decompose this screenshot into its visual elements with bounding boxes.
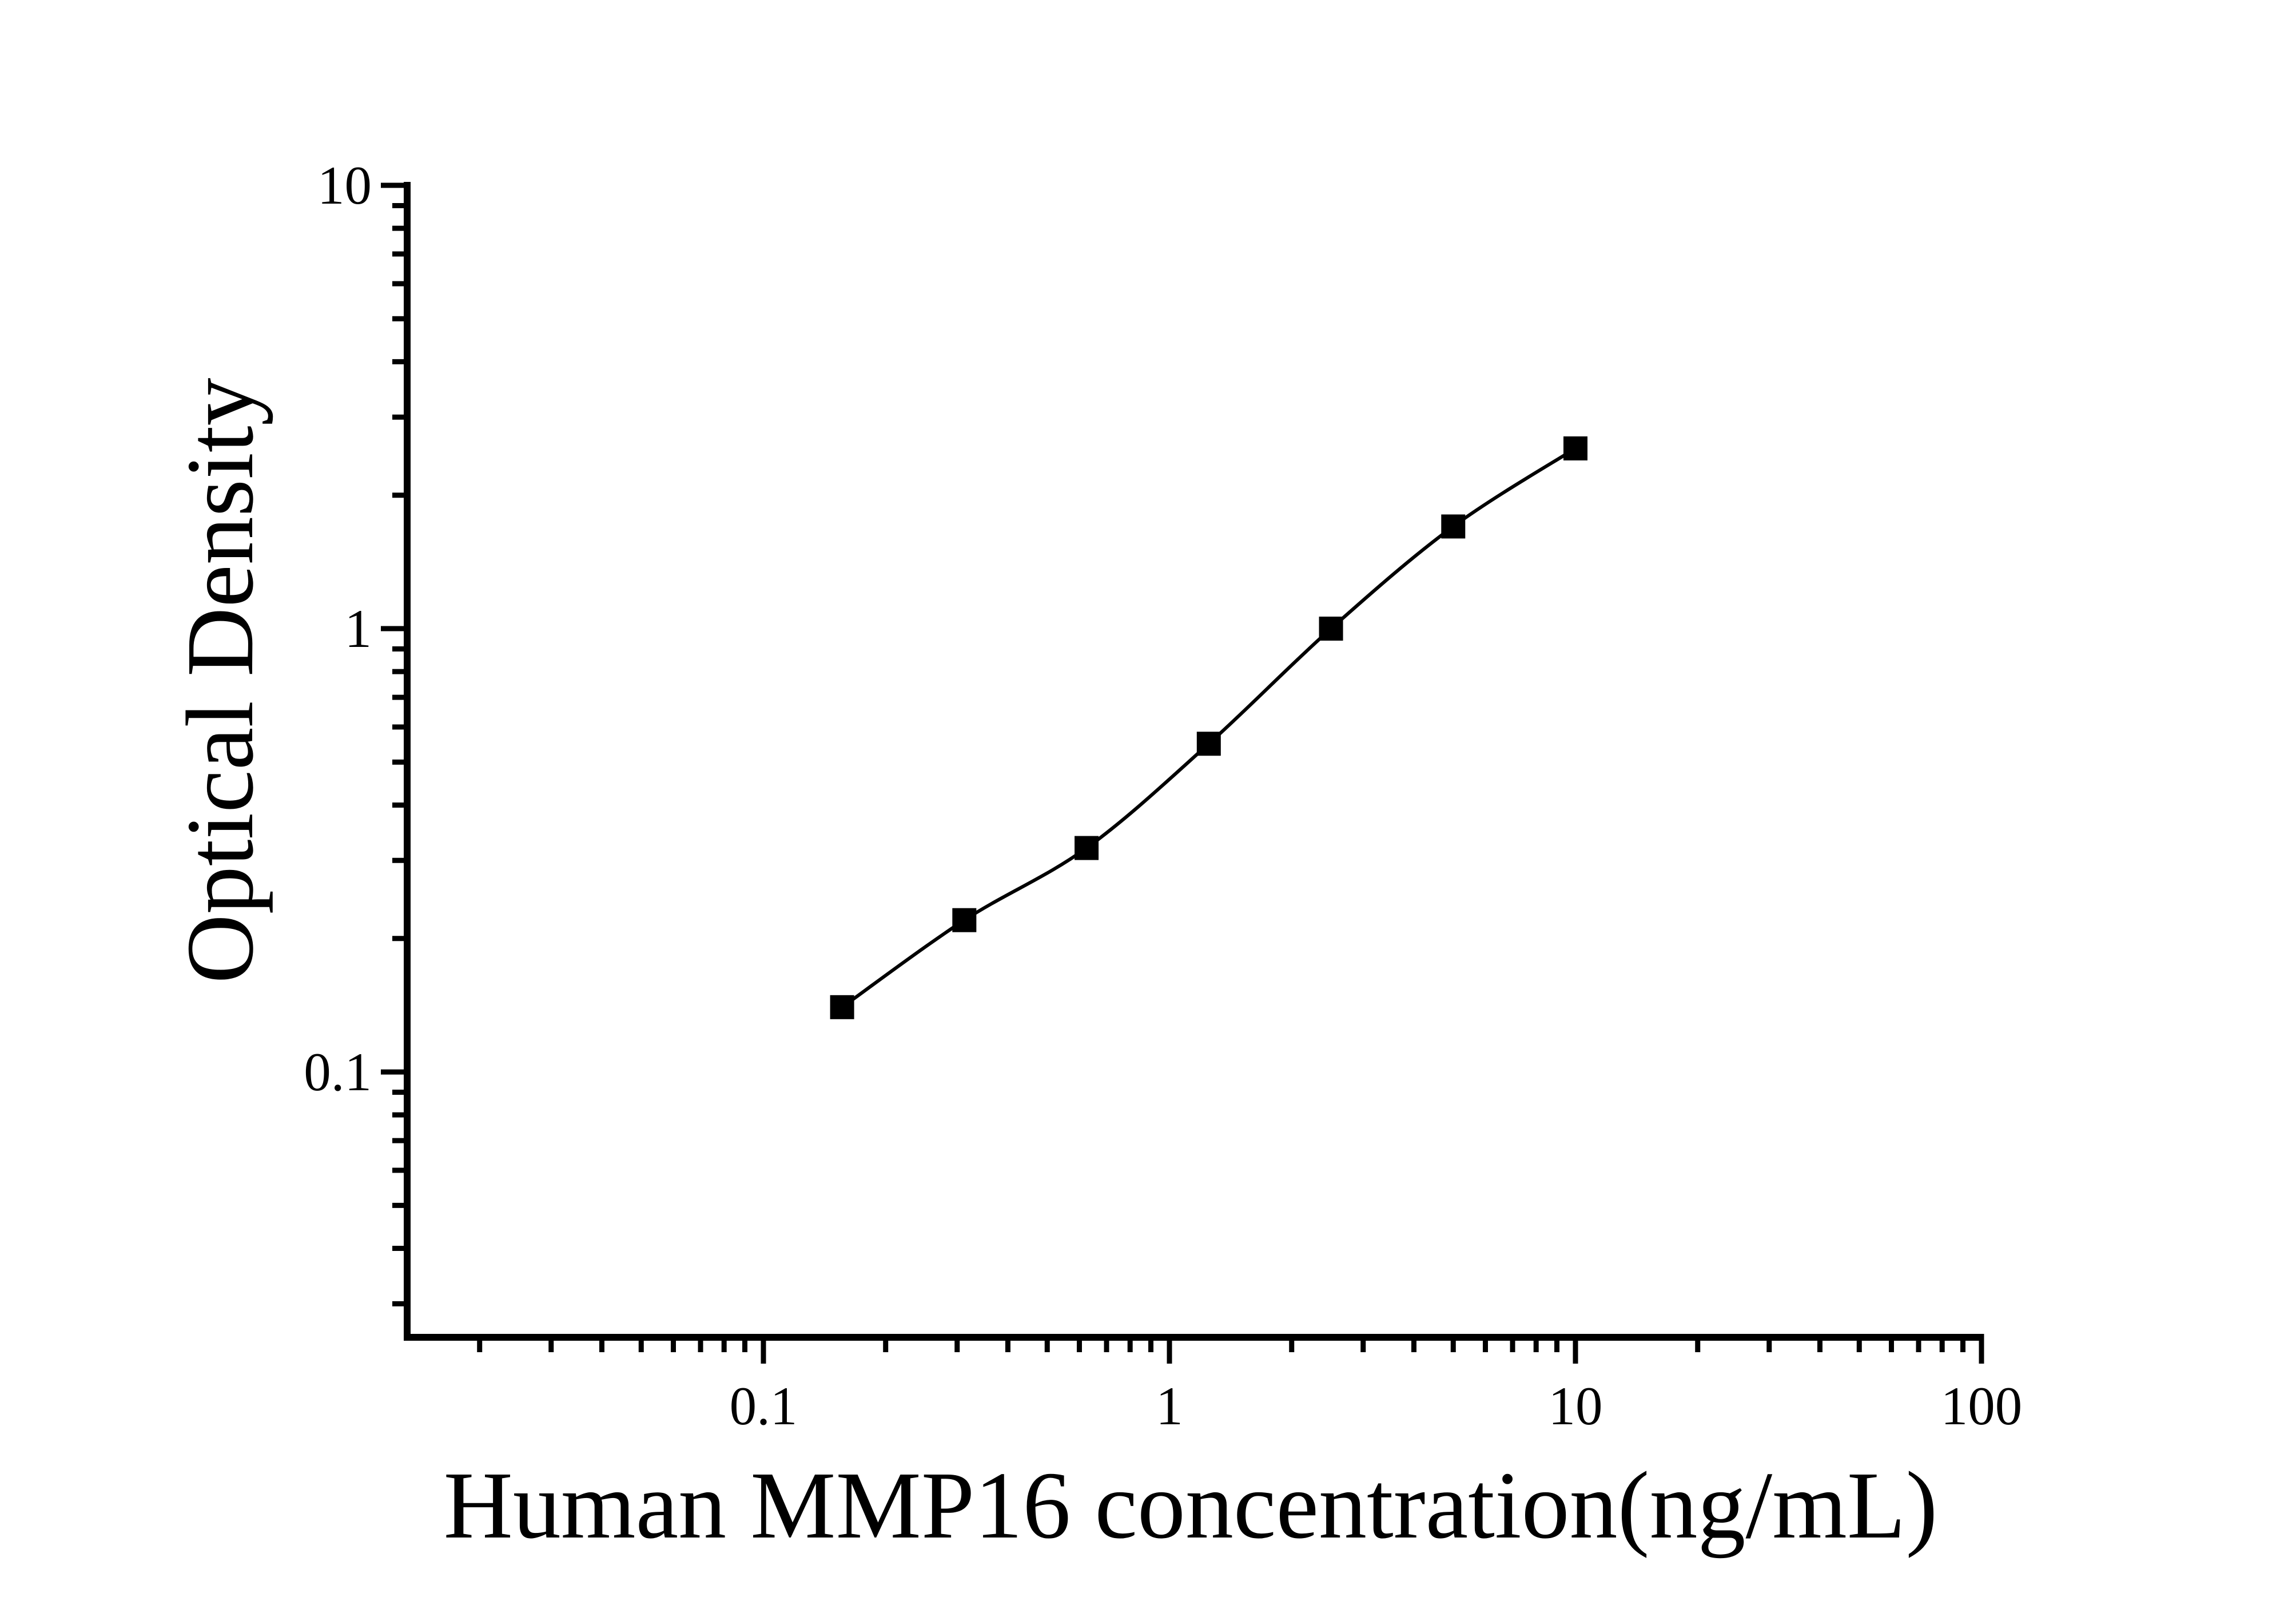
x-axis-minor-ticks <box>477 1337 1966 1352</box>
data-point-markers <box>830 436 1587 1019</box>
data-point-marker <box>1441 514 1466 539</box>
x-tick-label: 0.1 <box>730 1376 798 1436</box>
y-axis-minor-ticks <box>392 202 407 1306</box>
x-axis-line <box>404 1334 1984 1341</box>
x-axis-title: Human MMP16 concentration(ng/mL) <box>444 1452 1938 1559</box>
data-series <box>830 436 1587 1019</box>
x-tick-label: 100 <box>1941 1376 2023 1436</box>
data-point-marker <box>1075 836 1099 860</box>
y-tick-label: 0.1 <box>304 1042 372 1102</box>
y-axis-tick-labels: 0.1 1 10 <box>304 155 372 1102</box>
y-axis-title: Optical Density <box>167 378 273 983</box>
fitted-curve-line <box>841 447 1577 1009</box>
x-tick-label: 10 <box>1548 1376 1602 1436</box>
y-tick-label: 1 <box>345 598 372 659</box>
y-tick-label: 10 <box>317 155 372 216</box>
x-axis-tick-labels: 0.1 1 10 100 <box>730 1376 2023 1436</box>
data-point-marker <box>1563 436 1587 460</box>
data-point-marker <box>1319 617 1343 641</box>
x-tick-label: 1 <box>1156 1376 1183 1436</box>
axes <box>404 182 1984 1341</box>
data-point-marker <box>830 995 854 1019</box>
y-axis-major-ticks <box>381 182 407 1075</box>
data-point-marker <box>952 908 977 932</box>
data-point-marker <box>1196 732 1221 756</box>
x-axis-major-ticks <box>761 1337 1984 1364</box>
